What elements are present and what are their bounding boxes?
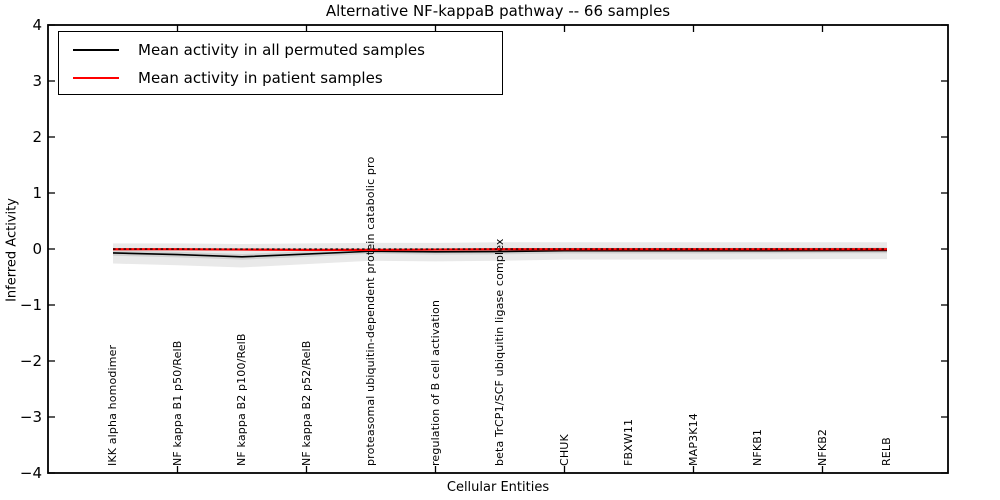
y-tick-label: −1 (19, 296, 42, 314)
legend: Mean activity in all permuted samples Mea… (58, 31, 503, 95)
legend-item-label: Mean activity in all permuted samples (138, 41, 425, 59)
legend-item-label: Mean activity in patient samples (138, 69, 383, 87)
permuted-mean-line (112, 249, 888, 258)
y-tick-label: −4 (19, 464, 42, 482)
y-tick-label: 3 (32, 72, 42, 90)
y-tick-label: −3 (19, 408, 42, 426)
legend-item: Mean activity in all permuted samples (73, 36, 502, 64)
y-tick-label: −2 (19, 352, 42, 370)
chart-title: Alternative NF-kappaB pathway -- 66 samp… (325, 2, 671, 20)
y-tick-label: 1 (32, 184, 42, 202)
y-tick-label: 4 (32, 16, 42, 34)
legend-item: Mean activity in patient samples (73, 64, 502, 92)
y-tick-label: 0 (32, 240, 42, 258)
legend-line-sample (73, 77, 119, 79)
y-tick-label: 2 (32, 128, 42, 146)
x-axis-label: Cellular Entities (446, 480, 550, 495)
axes-spines (47, 24, 949, 474)
legend-line-sample (73, 49, 119, 51)
